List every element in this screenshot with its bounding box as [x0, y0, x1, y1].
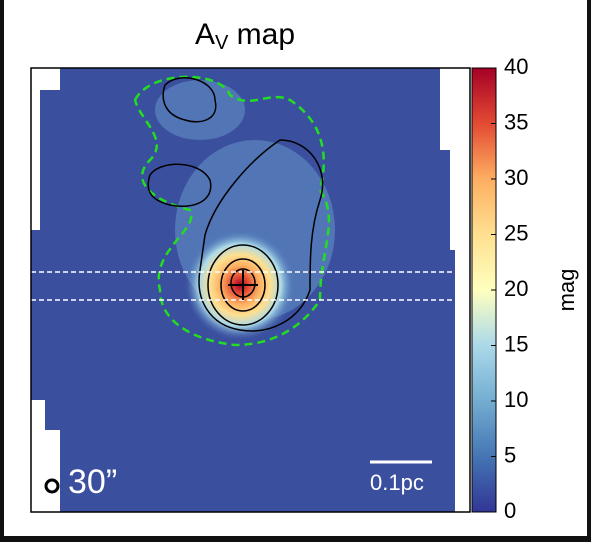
title-subscript: V: [215, 32, 229, 54]
scale-bar-label: 0.1pc: [370, 470, 424, 495]
chart-title: AV map: [195, 18, 295, 54]
contour: [207, 244, 279, 326]
colorbar-tick-label: 35: [504, 109, 528, 134]
map: 30” 0.1pc: [30, 67, 471, 513]
colorbar-tick-label: 40: [504, 54, 528, 79]
border: [0, 536, 591, 542]
contour: [147, 77, 324, 332]
contour: [220, 258, 266, 312]
colorbar-tick-label: 10: [504, 387, 528, 412]
colorbar-tick-label: 0: [504, 498, 516, 523]
colorbar-tick-label: 5: [504, 442, 516, 467]
emission: [155, 80, 245, 140]
colorbar-tick-label: 15: [504, 331, 528, 356]
beam: [44, 478, 60, 494]
title-text: map: [228, 18, 295, 51]
map-frame: [30, 67, 471, 513]
border: [0, 0, 4, 542]
colorbar-tick-label: 30: [504, 165, 528, 190]
colorbar-tick-label: 20: [504, 276, 528, 301]
contour: [133, 75, 331, 347]
colorbar-label: mag: [554, 269, 579, 312]
beam-label: 30”: [68, 463, 117, 501]
title-text: A: [195, 18, 215, 51]
colorbar-tick-label: 25: [504, 220, 528, 245]
border: [587, 0, 591, 542]
